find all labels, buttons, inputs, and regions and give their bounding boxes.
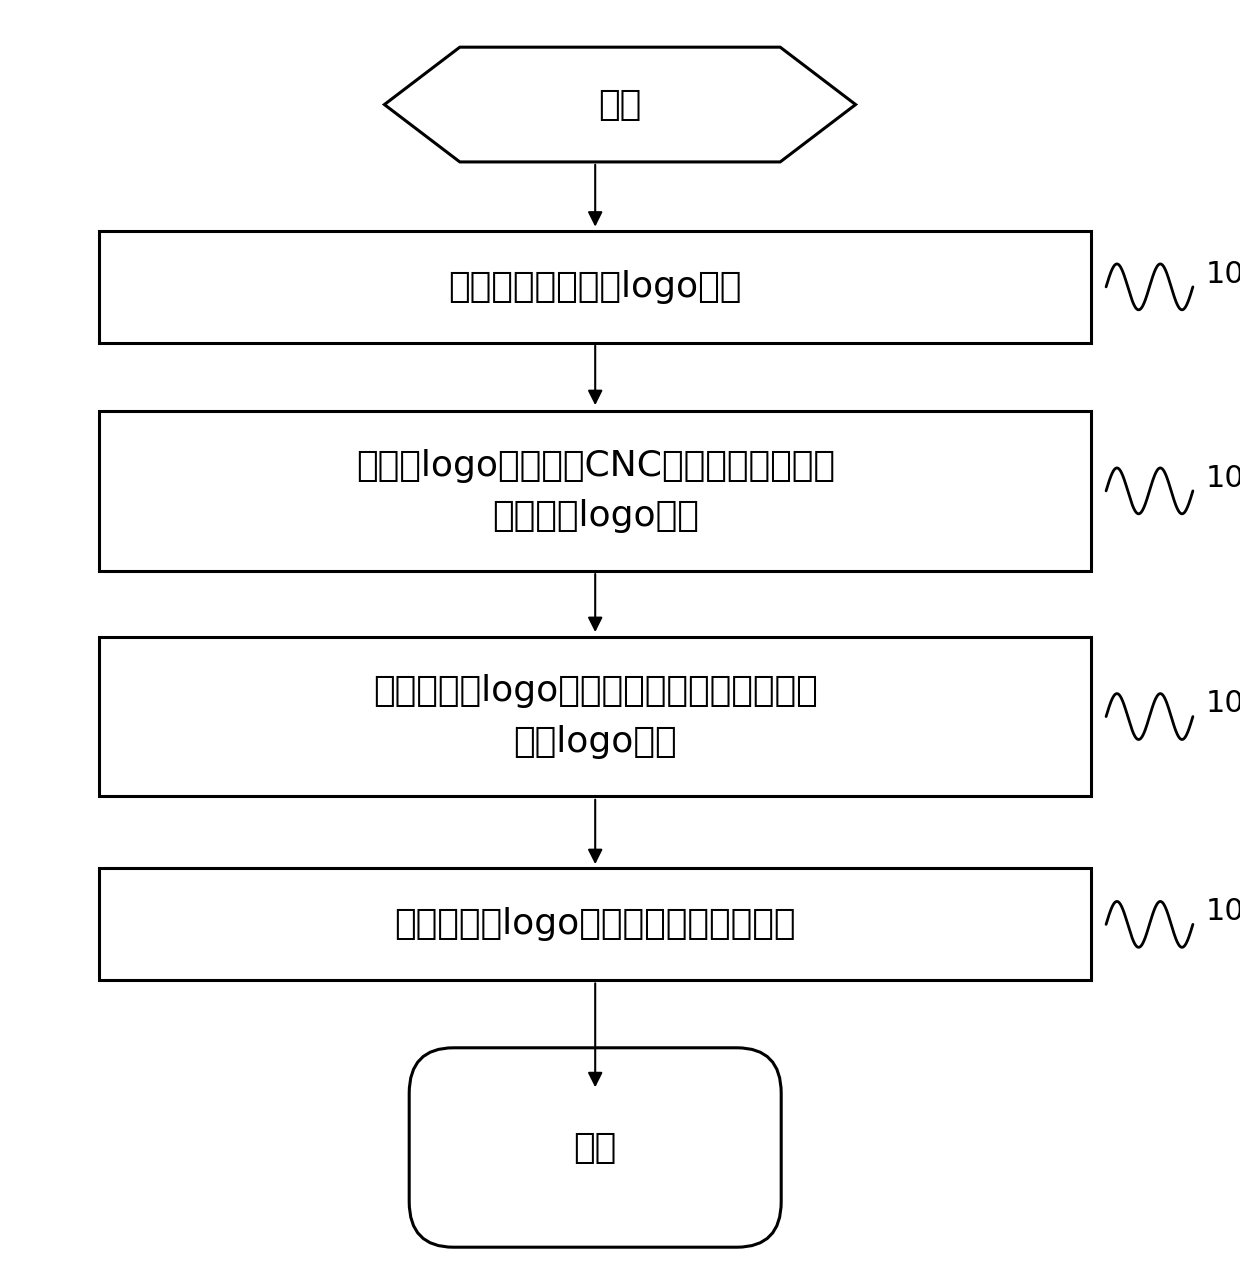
Text: 结束: 结束 — [574, 1131, 616, 1164]
Text: 开始: 开始 — [599, 88, 641, 121]
Text: 102: 102 — [1205, 464, 1240, 492]
Text: 对所述logo本体进行CNC处理，获得预设尺
寸的二级logo本体: 对所述logo本体进行CNC处理，获得预设尺 寸的二级logo本体 — [356, 449, 835, 533]
Text: 冲压处理获得初级logo本体: 冲压处理获得初级logo本体 — [449, 270, 742, 303]
Polygon shape — [384, 47, 856, 162]
Bar — [99, 411, 1091, 571]
Text: 在所述二级logo本体上进行微孔加工，获得
三级logo本体: 在所述二级logo本体上进行微孔加工，获得 三级logo本体 — [373, 674, 817, 759]
FancyBboxPatch shape — [409, 1048, 781, 1247]
Text: 101: 101 — [1205, 260, 1240, 288]
Bar — [99, 638, 1091, 796]
Bar — [99, 868, 1091, 980]
Text: 103: 103 — [1205, 690, 1240, 718]
Text: 104: 104 — [1205, 898, 1240, 926]
Text: 将所述三级logo本体与传感器组合安装: 将所述三级logo本体与传感器组合安装 — [394, 908, 796, 941]
Bar — [99, 231, 1091, 343]
